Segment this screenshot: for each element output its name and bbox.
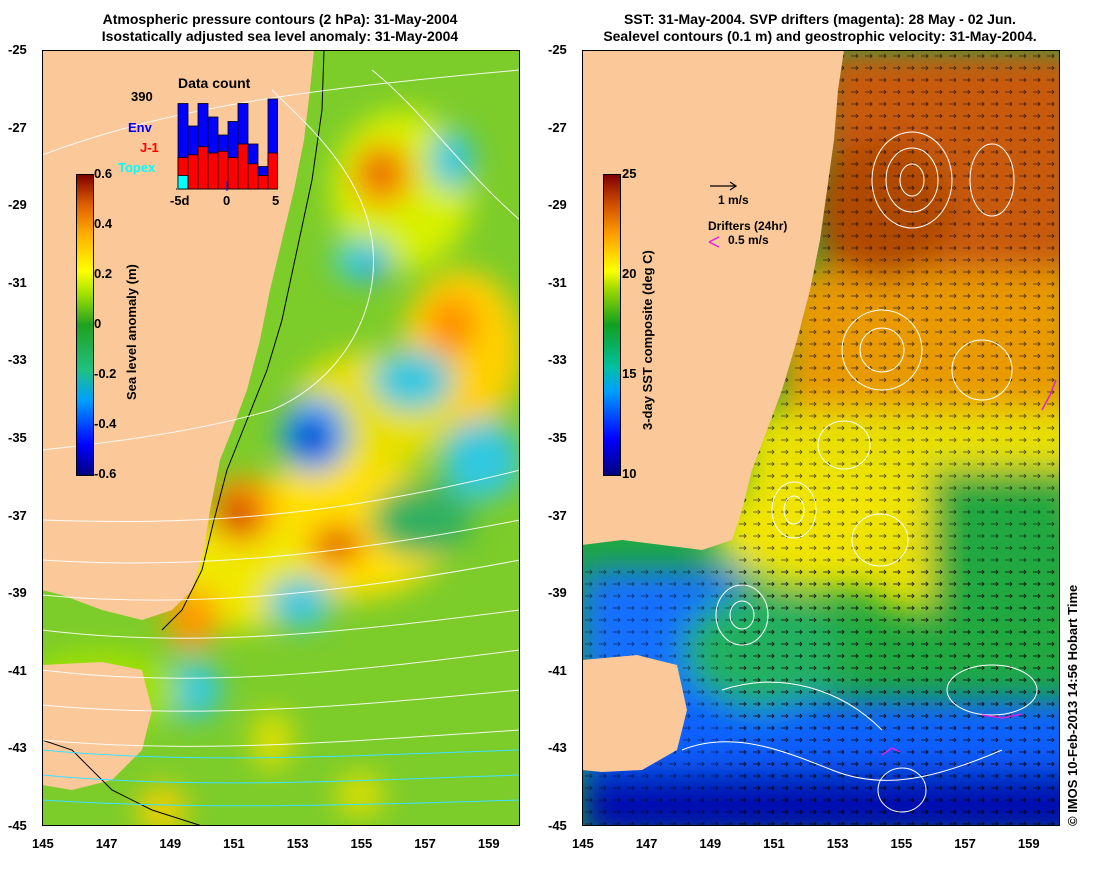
left-title-line1: Atmospheric pressure contours (2 hPa): 3… — [102, 11, 458, 27]
data-count-legend-j-1: J-1 — [140, 140, 159, 155]
data-count-bar-topex — [177, 175, 189, 190]
lon-label-right: 151 — [763, 836, 785, 851]
sla-colorbar — [76, 174, 94, 476]
lat-label-left: -31 — [8, 274, 27, 290]
data-count-bar-j1 — [207, 152, 219, 190]
drifter-legend-value: 0.5 m/s — [728, 233, 769, 247]
data-count-chart — [176, 98, 278, 191]
data-count-xlabel: 0 — [223, 193, 231, 208]
sla-colorbar-tick: 0.4 — [94, 216, 113, 231]
data-count-bar-j1 — [267, 152, 278, 190]
data-count-bar-j1 — [197, 146, 209, 190]
data-count-bar-j1 — [227, 157, 239, 190]
sst-colorbar-tick: 20 — [622, 266, 637, 281]
data-count-title: Data count — [178, 75, 251, 91]
lat-label-left: -45 — [8, 818, 27, 833]
data-count-bar-j1 — [257, 175, 269, 190]
sst-colorbar — [603, 174, 621, 476]
lon-label-right: 145 — [572, 836, 594, 851]
lat-label-right: -31 — [548, 274, 567, 290]
lon-label-right: 147 — [635, 836, 658, 851]
lon-label-left: 145 — [32, 836, 54, 851]
sst-colorbar-title: 3-day SST composite (deg C) — [640, 250, 655, 430]
data-count-bar-j1 — [187, 154, 199, 190]
lat-label-right: -45 — [548, 818, 567, 833]
lon-label-left: 157 — [414, 836, 436, 851]
sla-colorbar-tick: -0.4 — [94, 416, 117, 431]
data-count-max: 390 — [131, 89, 153, 104]
right-title-line1: SST: 31-May-2004. SVP drifters (magenta)… — [624, 11, 1016, 27]
lon-label-right: 155 — [890, 836, 913, 851]
left-title-line2: Isostatically adjusted sea level anomaly… — [101, 28, 459, 44]
sla-colorbar-tick: 0.6 — [94, 166, 113, 181]
lat-label-left: -33 — [8, 352, 27, 368]
lat-label-left: -35 — [8, 430, 27, 445]
sst-colorbar-tick: 15 — [622, 366, 637, 381]
sst-colorbar-tick: 10 — [622, 466, 637, 481]
lat-label-right: -35 — [548, 430, 567, 445]
lon-label-right: 157 — [954, 836, 976, 851]
sla-colorbar-tick: -0.6 — [94, 466, 117, 481]
data-count-bar-j1 — [237, 143, 249, 190]
right-panel-title: SST: 31-May-2004. SVP drifters (magenta)… — [580, 11, 1060, 45]
lat-label-left: -43 — [8, 740, 27, 756]
sla-colorbar-tick: 0 — [94, 316, 102, 331]
lon-label-left: 151 — [223, 836, 245, 851]
lon-label-left: 155 — [350, 836, 373, 851]
data-count-legend-env: Env — [128, 120, 152, 135]
copyright-notice: © IMOS 10-Feb-2013 14:56 Hobart Time — [1065, 584, 1080, 826]
sla-colorbar-tick: 0.2 — [94, 266, 113, 281]
left-panel-title: Atmospheric pressure contours (2 hPa): 3… — [40, 11, 520, 45]
lat-label-right: -33 — [548, 352, 567, 368]
lon-label-right: 153 — [826, 836, 849, 851]
data-count-xlabel: -5d — [170, 193, 190, 208]
sea-level-anomaly-map — [42, 50, 520, 826]
sla-colorbar-tick: -0.2 — [94, 366, 117, 381]
sla-colorbar-title: Sea level anomaly (m) — [124, 264, 139, 400]
data-count-legend-topex: Topex — [118, 160, 156, 175]
lon-label-left: 149 — [159, 836, 182, 851]
velocity-legend-label: 1 m/s — [718, 193, 749, 207]
data-count-xlabel: 5 — [272, 193, 280, 208]
lon-label-left: 159 — [477, 836, 500, 851]
data-count-bar-j1 — [247, 163, 259, 190]
lat-label-left: -37 — [8, 507, 27, 523]
lat-label-left: -29 — [8, 197, 27, 213]
lat-label-right: -39 — [548, 585, 567, 601]
sst-map — [582, 50, 1060, 826]
sst-colorbar-tick: 25 — [622, 166, 637, 181]
lat-label-right: -41 — [548, 662, 567, 678]
lon-label-left: 147 — [95, 836, 118, 851]
drifter-legend-title: Drifters (24hr) — [708, 219, 788, 233]
lat-label-right: -27 — [548, 119, 567, 135]
lon-label-right: 159 — [1017, 836, 1040, 851]
lat-label-left: -39 — [8, 585, 27, 601]
lat-label-left: -27 — [8, 119, 27, 135]
lat-label-left: -25 — [8, 42, 27, 57]
lat-label-right: -37 — [548, 507, 567, 523]
lat-label-right: -43 — [548, 740, 567, 756]
right-title-line2: Sealevel contours (0.1 m) and geostrophi… — [603, 28, 1037, 44]
lon-label-left: 153 — [286, 836, 309, 851]
lon-label-right: 149 — [699, 836, 722, 851]
lat-label-right: -25 — [548, 42, 567, 57]
lat-label-right: -29 — [548, 197, 567, 213]
lat-label-left: -41 — [8, 662, 27, 678]
